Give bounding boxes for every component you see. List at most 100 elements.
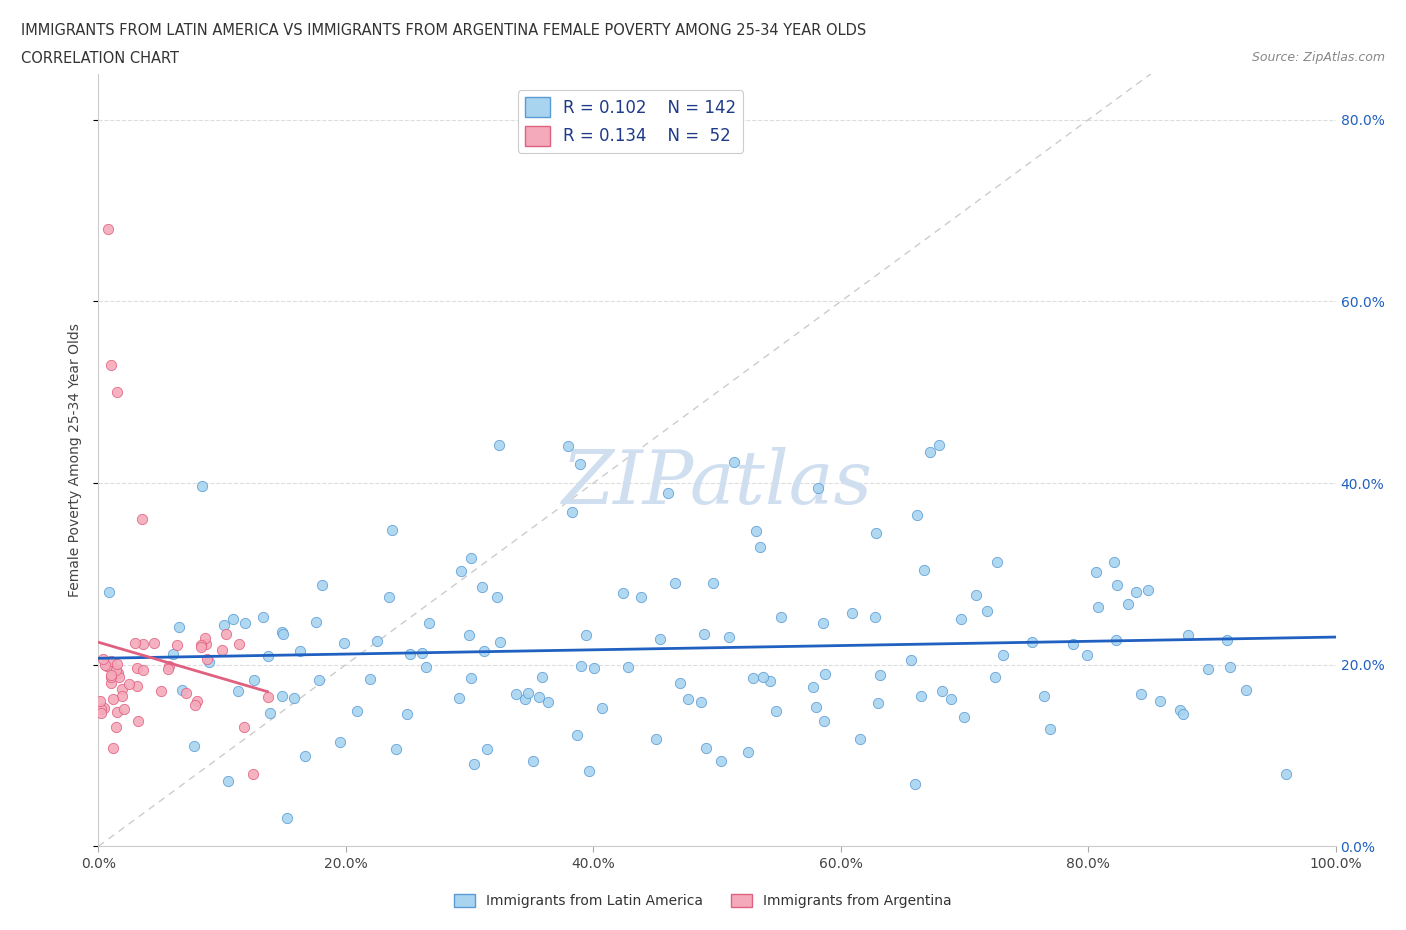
Point [270, 688, 292, 703]
Point [222, 612, 245, 627]
Point [257, 649, 280, 664]
Point [415, 659, 437, 674]
Text: ZIPatlas: ZIPatlas [561, 447, 873, 520]
Point [166, 638, 188, 653]
Point [841, 605, 863, 620]
Point [561, 505, 583, 520]
Point [174, 685, 197, 700]
Point [183, 738, 205, 753]
Point [849, 732, 872, 747]
Point [385, 742, 408, 757]
Point [283, 691, 305, 706]
Point [100, 654, 122, 669]
Point [472, 644, 495, 658]
Point [801, 680, 824, 695]
Point [748, 539, 770, 554]
Point [868, 696, 890, 711]
Point [471, 579, 494, 594]
Point [288, 644, 311, 658]
Point [900, 653, 922, 668]
Point [710, 754, 733, 769]
Point [804, 699, 827, 714]
Point [645, 732, 668, 747]
Point [1105, 578, 1128, 592]
Point [807, 481, 830, 496]
Point [90, 701, 112, 716]
Point [1039, 721, 1062, 736]
Point [565, 727, 588, 742]
Point [769, 609, 792, 624]
Point [100, 357, 122, 372]
Point [488, 437, 510, 452]
Point [259, 705, 281, 720]
Point [127, 713, 149, 728]
Point [186, 694, 208, 709]
Point [215, 627, 238, 642]
Point [190, 637, 212, 652]
Point [1149, 694, 1171, 709]
Point [107, 666, 129, 681]
Point [418, 616, 440, 631]
Point [105, 385, 128, 400]
Point [217, 773, 239, 788]
Point [752, 670, 775, 684]
Point [920, 445, 942, 459]
Point [183, 698, 205, 713]
Point [591, 701, 613, 716]
Point [813, 616, 835, 631]
Point [169, 619, 191, 634]
Point [569, 659, 592, 674]
Point [695, 740, 717, 755]
Point [191, 479, 214, 494]
Point [195, 636, 218, 651]
Point [399, 646, 422, 661]
Point [100, 670, 122, 684]
Text: IMMIGRANTS FROM LATIN AMERICA VS IMMIGRANTS FROM ARGENTINA FEMALE POVERTY AMONG : IMMIGRANTS FROM LATIN AMERICA VS IMMIGRA… [21, 23, 866, 38]
Point [131, 512, 153, 526]
Point [90, 706, 112, 721]
Point [1021, 634, 1043, 649]
Point [89, 694, 111, 709]
Point [1032, 688, 1054, 703]
Point [96, 658, 118, 673]
Text: CORRELATION CHART: CORRELATION CHART [21, 51, 179, 66]
Point [953, 710, 976, 724]
Point [1105, 632, 1128, 647]
Point [111, 682, 134, 697]
Point [630, 590, 652, 604]
Point [157, 662, 180, 677]
Point [228, 637, 250, 652]
Point [108, 670, 131, 684]
Point [460, 551, 482, 565]
Point [1168, 703, 1191, 718]
Point [100, 675, 122, 690]
Point [94, 658, 117, 673]
Legend: R = 0.102    N = 142, R = 0.134    N =  52: R = 0.102 N = 142, R = 0.134 N = 52 [517, 90, 742, 153]
Point [1087, 600, 1109, 615]
Point [190, 640, 212, 655]
Point [460, 671, 482, 685]
Point [276, 811, 298, 826]
Point [693, 626, 716, 641]
Point [991, 647, 1014, 662]
Point [105, 663, 128, 678]
Point [1177, 628, 1199, 643]
Point [986, 554, 1008, 569]
Point [485, 590, 508, 604]
Point [657, 485, 679, 500]
Point [676, 692, 699, 707]
Point [103, 692, 125, 707]
Point [211, 643, 233, 658]
Point [1219, 659, 1241, 674]
Point [505, 686, 527, 701]
Point [745, 524, 768, 538]
Point [149, 684, 172, 698]
Point [1215, 632, 1237, 647]
Point [531, 670, 554, 684]
Point [226, 684, 249, 699]
Point [381, 523, 404, 538]
Point [132, 663, 155, 678]
Point [1102, 554, 1125, 569]
Point [333, 636, 356, 651]
Point [101, 741, 124, 756]
